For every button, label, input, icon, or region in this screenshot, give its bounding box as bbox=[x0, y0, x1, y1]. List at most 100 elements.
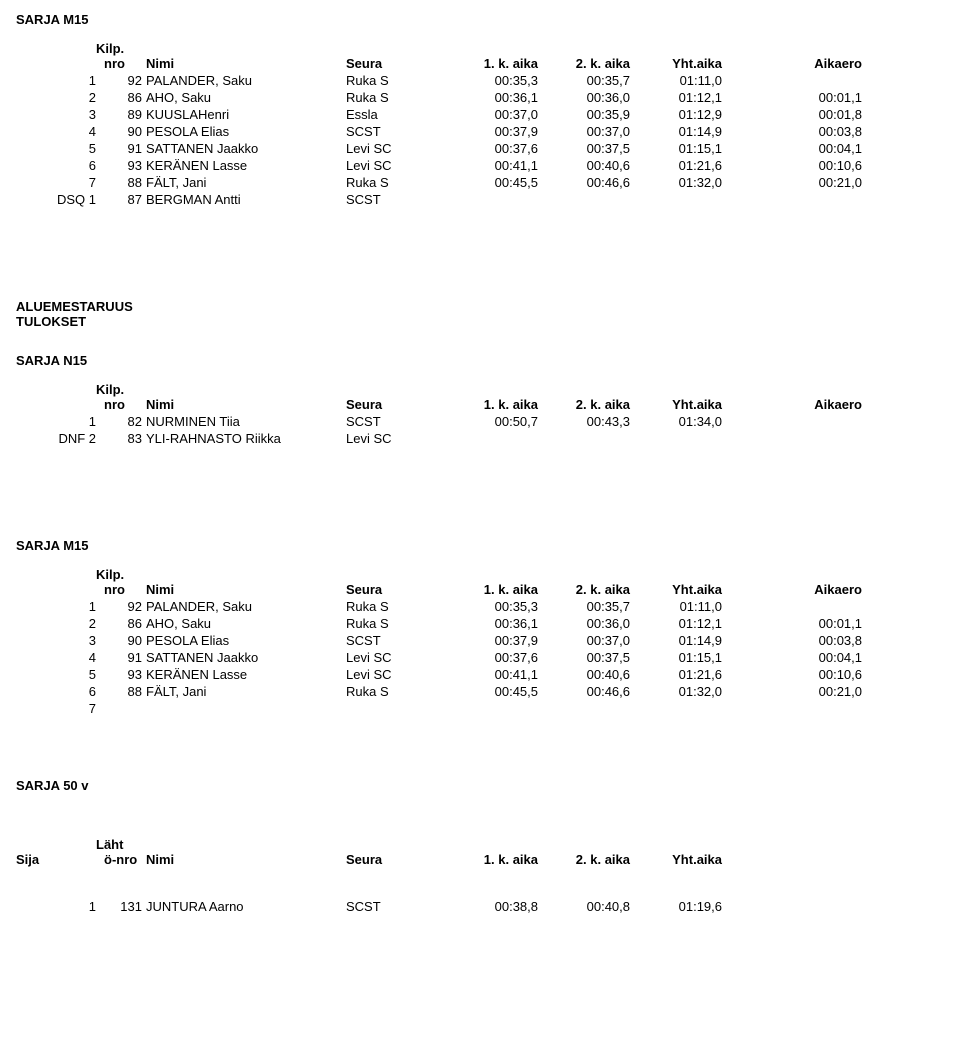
cell-club: Levi SC bbox=[346, 667, 446, 682]
cell-aika1: 00:45,5 bbox=[446, 175, 538, 190]
cell-pre: 6 bbox=[16, 158, 104, 173]
hdr-aika2: 2. k. aika bbox=[538, 397, 630, 412]
hdr-aika1: 1. k. aika bbox=[446, 56, 538, 71]
cell-aikaero: 00:01,1 bbox=[722, 616, 862, 631]
cell-yht: 01:21,6 bbox=[630, 667, 722, 682]
cell-name: KERÄNEN Lasse bbox=[142, 667, 346, 682]
hdr-yht: Yht.aika bbox=[630, 397, 722, 412]
cell-club: Ruka S bbox=[346, 616, 446, 631]
cell-aika1: 00:35,3 bbox=[446, 73, 538, 88]
cell-aika1: 00:41,1 bbox=[446, 158, 538, 173]
cell-nro: 88 bbox=[104, 684, 142, 699]
table-row: 491SATTANEN JaakkoLevi SC00:37,600:37,50… bbox=[16, 650, 944, 667]
hdr-yht: Yht.aika bbox=[630, 852, 722, 867]
cell-name: KUUSLAHenri bbox=[142, 107, 346, 122]
hdr-sija: Sija bbox=[16, 852, 104, 867]
cell-yht: 01:14,9 bbox=[630, 633, 722, 648]
cell-aikaero: 00:04,1 bbox=[722, 650, 862, 665]
cell-aikaero: 00:10,6 bbox=[722, 667, 862, 682]
cell-club: SCST bbox=[346, 899, 446, 914]
hdr-seura: Seura bbox=[346, 397, 446, 412]
table-row: 490PESOLA EliasSCST00:37,900:37,001:14,9… bbox=[16, 124, 944, 141]
cell-aika2: 00:46,6 bbox=[538, 684, 630, 699]
cell-yht: 01:19,6 bbox=[630, 899, 722, 914]
hdr-aika1: 1. k. aika bbox=[446, 852, 538, 867]
table-row: 286AHO, SakuRuka S00:36,100:36,001:12,10… bbox=[16, 90, 944, 107]
hdr-yht: Yht.aika bbox=[630, 582, 722, 597]
cell-name: BERGMAN Antti bbox=[142, 192, 346, 207]
header-row: nro Nimi Seura 1. k. aika 2. k. aika Yht… bbox=[16, 397, 944, 414]
cell-nro: 90 bbox=[104, 124, 142, 139]
cell-aika2: 00:36,0 bbox=[538, 616, 630, 631]
cell-aika1: 00:45,5 bbox=[446, 684, 538, 699]
section-title-m15b: SARJA M15 bbox=[16, 538, 944, 553]
cell-aika2: 00:46,6 bbox=[538, 175, 630, 190]
cell-club: Ruka S bbox=[346, 599, 446, 614]
cell-pre: 5 bbox=[16, 141, 104, 156]
cell-pre: 6 bbox=[16, 684, 104, 699]
section-title-s50: SARJA 50 v bbox=[16, 778, 944, 793]
cell-pre: 5 bbox=[16, 667, 104, 682]
table-row: 1131JUNTURA AarnoSCST00:38,800:40,801:19… bbox=[16, 899, 944, 916]
table-row: DSQ 187BERGMAN AnttiSCST bbox=[16, 192, 944, 209]
table-row: 389KUUSLAHenriEssla00:37,000:35,901:12,9… bbox=[16, 107, 944, 124]
cell-aika2: 00:43,3 bbox=[538, 414, 630, 429]
hdr-aikaero: Aikaero bbox=[722, 56, 862, 71]
cell-club: SCST bbox=[346, 414, 446, 429]
cell-aikaero: 00:01,8 bbox=[722, 107, 862, 122]
cell-aika1: 00:50,7 bbox=[446, 414, 538, 429]
table-row: 788FÄLT, JaniRuka S00:45,500:46,601:32,0… bbox=[16, 175, 944, 192]
hdr-aika2: 2. k. aika bbox=[538, 852, 630, 867]
cell-pre: 1 bbox=[16, 599, 104, 614]
cell-pre: 2 bbox=[16, 90, 104, 105]
aluemestaruus-line2: TULOKSET bbox=[16, 314, 944, 329]
cell-pre: 7 bbox=[16, 701, 104, 716]
cell-aika2: 00:40,6 bbox=[538, 158, 630, 173]
cell-name: FÄLT, Jani bbox=[142, 684, 346, 699]
cell-nro: 92 bbox=[104, 73, 142, 88]
cell-pre: 7 bbox=[16, 175, 104, 190]
cell-pre: 4 bbox=[16, 124, 104, 139]
cell-name: KERÄNEN Lasse bbox=[142, 158, 346, 173]
table-row: 591SATTANEN JaakkoLevi SC00:37,600:37,50… bbox=[16, 141, 944, 158]
cell-pre: DSQ 1 bbox=[16, 192, 104, 207]
table-row: 286AHO, SakuRuka S00:36,100:36,001:12,10… bbox=[16, 616, 944, 633]
aluemestaruus-line1: ALUEMESTARUUS bbox=[16, 299, 944, 314]
hdr-aika2: 2. k. aika bbox=[538, 582, 630, 597]
cell-yht: 01:11,0 bbox=[630, 73, 722, 88]
cell-nro: 131 bbox=[104, 899, 142, 914]
hdr-nimi: Nimi bbox=[142, 56, 346, 71]
kilp-label: Kilp. bbox=[96, 41, 944, 56]
cell-yht: 01:32,0 bbox=[630, 175, 722, 190]
hdr-nimi: Nimi bbox=[142, 852, 346, 867]
cell-aika2: 00:37,0 bbox=[538, 124, 630, 139]
cell-yht: 01:12,9 bbox=[630, 107, 722, 122]
hdr-aika1: 1. k. aika bbox=[446, 582, 538, 597]
cell-aika1: 00:36,1 bbox=[446, 616, 538, 631]
cell-yht: 01:32,0 bbox=[630, 684, 722, 699]
cell-nro: 83 bbox=[104, 431, 142, 446]
hdr-aika2: 2. k. aika bbox=[538, 56, 630, 71]
table-row: 192PALANDER, SakuRuka S00:35,300:35,701:… bbox=[16, 599, 944, 616]
cell-nro: 86 bbox=[104, 90, 142, 105]
cell-aika2: 00:40,6 bbox=[538, 667, 630, 682]
cell-name: PESOLA Elias bbox=[142, 633, 346, 648]
header-row-s50: Sija ö-nro Nimi Seura 1. k. aika 2. k. a… bbox=[16, 852, 944, 869]
cell-yht: 01:15,1 bbox=[630, 141, 722, 156]
cell-name: AHO, Saku bbox=[142, 90, 346, 105]
cell-pre: DNF 2 bbox=[16, 431, 104, 446]
kilp-label: Kilp. bbox=[96, 382, 944, 397]
cell-yht: 01:11,0 bbox=[630, 599, 722, 614]
cell-nro: 86 bbox=[104, 616, 142, 631]
cell-club: SCST bbox=[346, 633, 446, 648]
cell-name: NURMINEN Tiia bbox=[142, 414, 346, 429]
cell-aikaero: 00:03,8 bbox=[722, 633, 862, 648]
hdr-seura: Seura bbox=[346, 582, 446, 597]
cell-aika1: 00:38,8 bbox=[446, 899, 538, 914]
cell-aika2: 00:35,7 bbox=[538, 599, 630, 614]
cell-club: Ruka S bbox=[346, 684, 446, 699]
cell-aika2: 00:37,5 bbox=[538, 141, 630, 156]
cell-aika1: 00:37,9 bbox=[446, 124, 538, 139]
section-title-n15: SARJA N15 bbox=[16, 353, 944, 368]
cell-name: FÄLT, Jani bbox=[142, 175, 346, 190]
